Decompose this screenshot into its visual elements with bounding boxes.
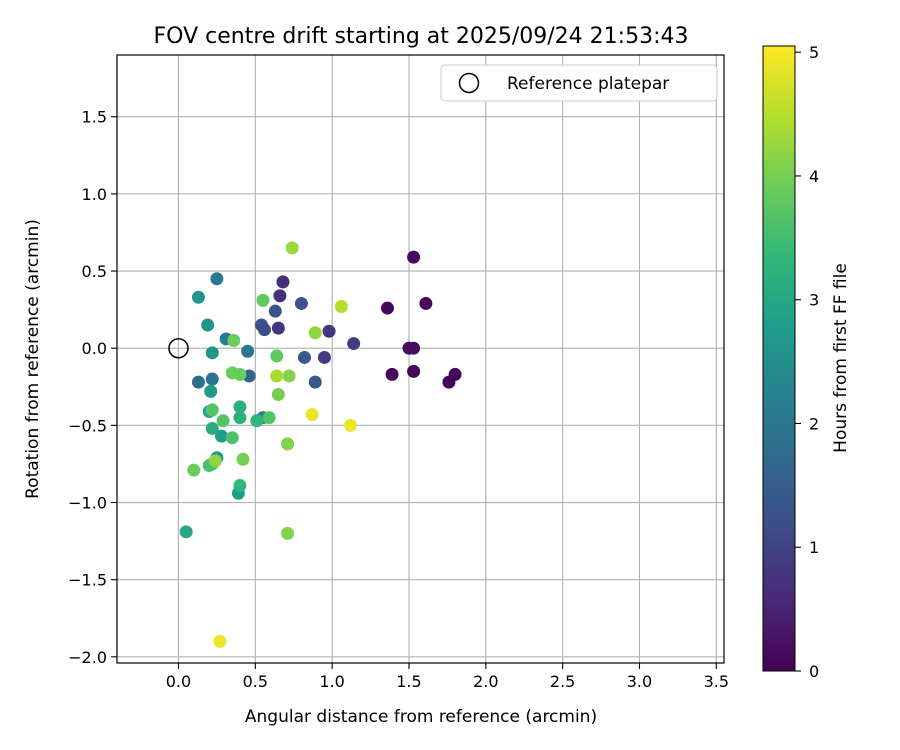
colorbar	[762, 45, 796, 672]
data-point	[270, 349, 284, 363]
colorbar-tick-label: 1	[809, 538, 819, 557]
reference-platepar-marker	[168, 337, 189, 359]
data-point	[281, 526, 295, 540]
data-point	[213, 634, 227, 648]
data-point	[205, 372, 219, 386]
y-axis-ticks: −2.0 −1.5 −1.0 −0.5 0.0 0.5 1.0 1.5	[68, 108, 117, 667]
y-tick-label: −1.5	[68, 571, 107, 590]
x-tick-label: 0.0	[166, 672, 191, 691]
y-tick-label: 1.0	[82, 185, 107, 204]
data-point	[308, 326, 322, 340]
y-tick-label: 0.5	[82, 262, 107, 281]
data-point	[407, 250, 421, 264]
colorbar-ticks: 0 1 2 3 4 5	[795, 43, 819, 681]
data-point	[241, 344, 255, 358]
y-axis-label: Rotation from reference (arcmin)	[23, 219, 43, 499]
data-point	[273, 289, 287, 303]
x-tick-label: 3.0	[627, 672, 652, 691]
data-point	[407, 364, 421, 378]
data-point	[442, 375, 456, 389]
x-axis-label: Angular distance from reference (arcmin)	[245, 707, 597, 727]
data-point	[191, 290, 205, 304]
data-point	[305, 408, 319, 422]
data-point	[419, 296, 433, 310]
y-tick-label: −0.5	[68, 416, 107, 435]
reference-point-layer	[168, 337, 189, 359]
data-point	[233, 367, 247, 381]
data-point	[271, 387, 285, 401]
data-point	[233, 411, 247, 425]
data-point	[233, 400, 247, 414]
colorbar-tick-label: 0	[809, 662, 819, 681]
data-point	[210, 272, 224, 286]
colorbar-tick-label: 3	[809, 291, 819, 310]
data-point	[205, 346, 219, 360]
legend-label: Reference platepar	[507, 74, 669, 94]
x-tick-label: 0.5	[243, 672, 268, 691]
chart-title: FOV centre drift starting at 2025/09/24 …	[154, 24, 689, 49]
data-point	[385, 367, 399, 381]
data-point	[187, 463, 201, 477]
y-tick-label: −1.0	[68, 494, 107, 513]
data-point	[322, 324, 336, 338]
data-point	[268, 304, 282, 318]
data-point	[281, 437, 295, 451]
colorbar-tick-label: 4	[809, 167, 819, 186]
colorbar-label: Hours from first FF file	[831, 263, 851, 453]
x-axis-ticks: 0.0 0.5 1.0 1.5 2.0 2.5 3.0 3.5	[166, 663, 729, 691]
data-point	[256, 293, 270, 307]
data-point	[282, 369, 296, 383]
colorbar-tick-label: 2	[809, 414, 819, 433]
data-point	[208, 454, 222, 468]
data-point	[191, 375, 205, 389]
data-point	[201, 318, 215, 332]
colorbar-tick-label: 5	[809, 43, 819, 62]
data-point	[347, 337, 361, 351]
data-point	[225, 431, 239, 445]
data-point	[204, 384, 218, 398]
data-point	[262, 411, 276, 425]
data-point	[205, 421, 219, 435]
data-points	[179, 241, 462, 648]
y-tick-label: 1.5	[82, 108, 107, 127]
legend-box	[440, 64, 718, 102]
data-point	[317, 350, 331, 364]
data-point	[285, 241, 299, 255]
data-point	[344, 418, 358, 432]
data-point	[179, 525, 193, 539]
x-tick-label: 2.5	[550, 672, 575, 691]
data-point	[250, 414, 264, 428]
data-point	[205, 403, 219, 417]
legend: Reference platepar	[440, 64, 718, 102]
data-point	[233, 479, 247, 493]
data-point	[271, 321, 285, 335]
data-point	[214, 429, 228, 443]
data-point	[276, 275, 290, 289]
data-point	[294, 296, 308, 310]
grid	[117, 55, 724, 663]
data-point	[216, 414, 230, 428]
data-point	[270, 369, 284, 383]
data-point	[236, 452, 250, 466]
data-point	[227, 333, 241, 347]
data-point	[258, 323, 272, 337]
legend-marker-open-circle	[458, 72, 480, 94]
data-point	[407, 341, 421, 355]
plot-frame	[116, 54, 725, 664]
data-point	[334, 300, 348, 314]
data-point	[380, 301, 394, 315]
x-tick-label: 1.0	[319, 672, 344, 691]
y-tick-label: −2.0	[68, 648, 107, 667]
x-tick-label: 2.0	[473, 672, 498, 691]
data-point	[308, 375, 322, 389]
data-point	[297, 350, 311, 364]
y-tick-label: 0.0	[82, 339, 107, 358]
x-tick-label: 3.5	[704, 672, 729, 691]
x-tick-label: 1.5	[396, 672, 421, 691]
